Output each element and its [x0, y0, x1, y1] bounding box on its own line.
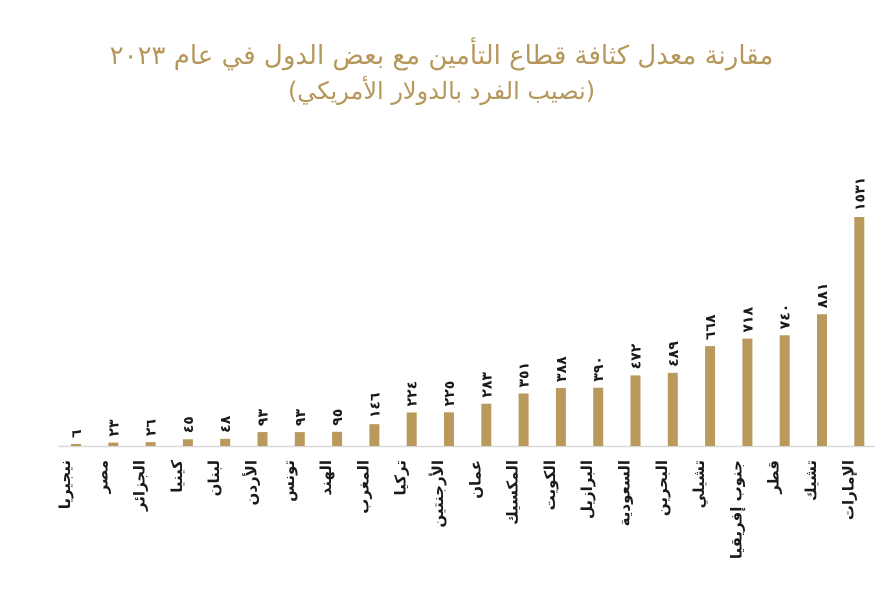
bar [257, 432, 268, 446]
bar [369, 424, 380, 446]
category-label: المكسيك [504, 460, 522, 525]
category-label: الهند [317, 460, 335, 495]
category-label: جنوب إفريقيا [727, 460, 745, 559]
bar-value-label: ٢٣ [106, 419, 122, 437]
bar [220, 438, 231, 446]
category-label: الكويت [541, 460, 559, 510]
bar-value-label: ٢٨٣ [479, 372, 495, 398]
category-label: الأرجنتين [429, 460, 447, 528]
category-label: الأردن [243, 460, 261, 505]
bar [71, 444, 81, 446]
bar [145, 442, 156, 446]
chart-title: مقارنة معدل كثافة قطاع التأمين مع بعض ال… [109, 41, 774, 71]
bar-value-label: ٢٢٤ [405, 381, 421, 407]
category-label: كينيا [168, 460, 186, 493]
bar [332, 431, 343, 446]
bar-value-label: ٧١٨ [740, 307, 756, 333]
category-label: تونس [280, 460, 298, 502]
category-label: تشيلي [690, 460, 708, 508]
bar [444, 412, 454, 446]
bar [182, 439, 193, 446]
bar-value-label: ٣٥١ [517, 362, 533, 388]
bar-value-label: ١٥٣١ [852, 177, 868, 211]
chart-title-block: مقارنة معدل كثافة قطاع التأمين مع بعض ال… [0, 38, 883, 108]
category-label: قطر [765, 460, 783, 495]
bar [854, 217, 865, 446]
bar-value-label: ٦ [69, 429, 85, 438]
category-label: المغرب [354, 460, 372, 514]
bar [108, 442, 119, 446]
bar-value-label: ٨٨١ [815, 283, 831, 309]
bar-value-label: ٣٨٨ [554, 356, 570, 382]
bar-value-label: ٧٤٠ [778, 304, 794, 330]
category-label: تشيك [802, 460, 820, 501]
bar [630, 375, 641, 446]
bar [555, 387, 566, 446]
category-label: الإمارات [839, 460, 857, 520]
bar-value-label: ٢٦ [144, 419, 160, 437]
bar [406, 412, 417, 446]
category-label: البرازيل [578, 460, 596, 519]
chart-subtitle: (نصيب الفرد بالدولار الأمريكي) [287, 77, 596, 105]
category-label: البحرين [653, 460, 671, 516]
bar-value-label: ٤٥ [181, 416, 197, 433]
category-label: عمان [466, 460, 484, 499]
bar-value-label: ٤٧٢ [629, 343, 645, 369]
bar-value-label: ٩٥ [330, 409, 346, 426]
bar [667, 372, 678, 446]
category-label: تركيا [392, 460, 410, 495]
bar [779, 335, 790, 446]
bar [817, 314, 827, 446]
bar [518, 393, 529, 446]
bar-value-label: ٩٣ [293, 409, 309, 427]
bar [593, 387, 604, 446]
bar [742, 338, 753, 446]
bar-value-label: ٤٨ [218, 415, 234, 433]
bar [481, 403, 492, 446]
category-label: لبنان [205, 460, 223, 496]
category-label: مصر [93, 460, 111, 494]
bar [705, 346, 716, 446]
bar [294, 432, 305, 446]
bar-value-label: ١٤٦ [367, 392, 383, 418]
bar-value-label: ٦٦٨ [703, 314, 719, 340]
bar-value-label: ٢٢٥ [442, 381, 458, 407]
bar-value-label: ٤٨٩ [666, 341, 682, 367]
category-label: نيجيريا [56, 460, 74, 509]
category-label: السعودية [616, 460, 634, 526]
category-label: الجزائر [131, 460, 149, 512]
bar-value-label: ٩٣ [256, 409, 272, 427]
bar-value-label: ٣٩٠ [591, 356, 607, 382]
